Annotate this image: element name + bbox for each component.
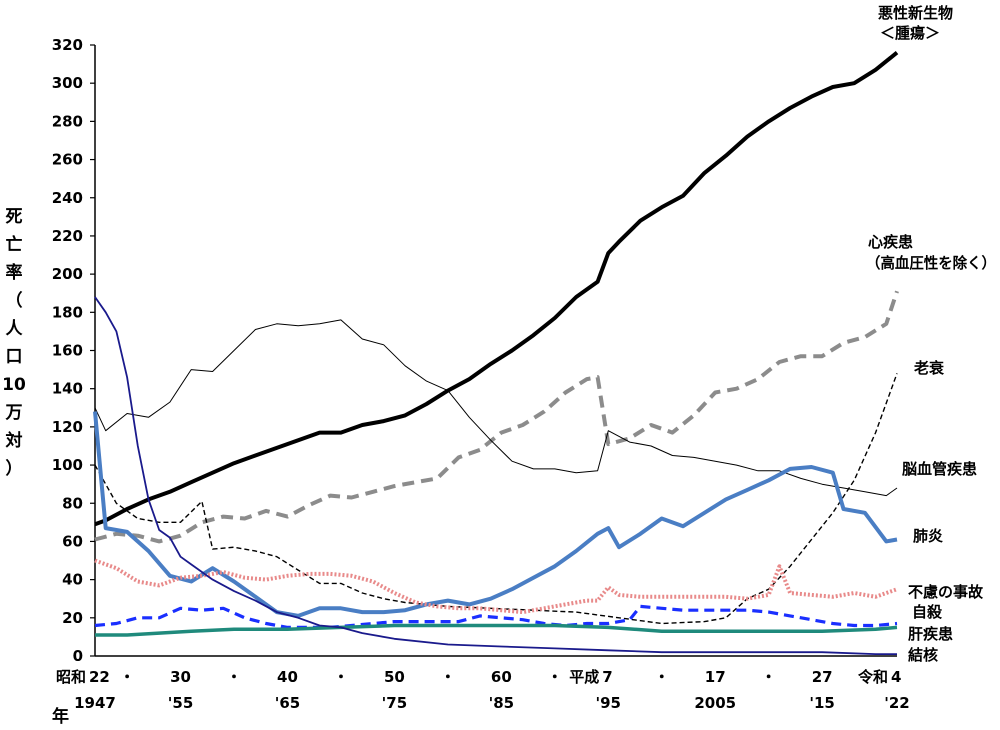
y-axis-title-char: ） xyxy=(6,458,23,479)
x-tick-label: 50 xyxy=(384,668,405,686)
y-axis-title-char: 対 xyxy=(5,430,23,451)
y-tick-label: 180 xyxy=(52,303,83,321)
y-tick-label: 320 xyxy=(52,36,83,54)
y-tick-label: 20 xyxy=(62,609,83,627)
y-axis-title-char: （ xyxy=(6,290,23,311)
series-line-senility xyxy=(94,373,898,625)
label-malignant-line2: ＜腫瘍＞ xyxy=(880,24,940,42)
x-tick-year: '22 xyxy=(884,694,909,712)
series-line-accident xyxy=(94,558,898,615)
label-tb: 結核 xyxy=(908,646,938,664)
series-line-liver xyxy=(95,623,898,637)
x-tick-label: 30 xyxy=(170,668,191,686)
label-heart-line2: （高血圧性を除く） xyxy=(866,254,996,272)
x-tick-label: 40 xyxy=(277,668,298,686)
y-tick-label: 300 xyxy=(52,74,83,92)
label-malignant-line1: 悪性新生物 xyxy=(878,4,953,22)
series-line-tb xyxy=(94,296,897,655)
x-tick-year: '75 xyxy=(382,694,407,712)
label-senility: 老衰 xyxy=(913,359,945,377)
y-axis-title-char: 10 xyxy=(2,375,26,395)
y-axis-title: 死亡率 （ 人口 10 万対 ） xyxy=(2,207,26,479)
x-tick-era: 令和 xyxy=(858,668,888,686)
y-tick-label: 40 xyxy=(62,571,83,589)
x-tick-year: 1947 xyxy=(74,694,116,712)
series-line-stroke xyxy=(94,319,898,497)
y-axis-title-char: 万 xyxy=(5,403,23,423)
x-tick-era: 昭和 xyxy=(56,668,86,686)
y-tick-label: 280 xyxy=(52,112,83,130)
label-liver: 肝疾患 xyxy=(908,625,953,643)
x-tick-year: '85 xyxy=(489,694,514,712)
y-axis-title-char: 人 xyxy=(6,319,24,339)
x-tick-label: 22 xyxy=(89,668,110,686)
y-axis-title-char: 口 xyxy=(6,347,23,367)
y-axis-title-char: 死 xyxy=(6,207,23,227)
y-tick-label: 240 xyxy=(52,189,83,207)
x-tick-label: 7 xyxy=(602,668,612,686)
x-tick-label: ・ xyxy=(333,668,348,686)
y-tick-label: 220 xyxy=(52,227,83,245)
x-tick-label: 27 xyxy=(812,668,833,686)
y-axis: 0 20 40 60 80 100 120 140 160 180 200 220 240 260 280 3… xyxy=(52,36,96,665)
label-suicide: 自殺 xyxy=(912,603,943,621)
y-tick-label: 80 xyxy=(62,494,83,512)
x-tick-label: ・ xyxy=(120,668,135,686)
y-tick-label: 200 xyxy=(52,265,83,283)
x-tick-label: ・ xyxy=(440,668,455,686)
x-tick-year: '65 xyxy=(275,694,300,712)
series-line-pneumonia xyxy=(93,411,898,618)
label-pneumonia: 肺炎 xyxy=(913,527,943,545)
x-tick-label: ・ xyxy=(761,668,776,686)
x-tick-era: 平成 xyxy=(569,668,599,686)
x-axis-title: 年 xyxy=(52,706,69,727)
y-tick-label: 120 xyxy=(52,418,83,436)
x-tick-year: '15 xyxy=(809,694,834,712)
y-tick-label: 0 xyxy=(73,647,83,665)
label-stroke: 脳血管疾患 xyxy=(902,460,977,478)
x-tick-label: 4 xyxy=(891,668,901,686)
y-tick-label: 140 xyxy=(52,380,83,398)
x-tick-label: ・ xyxy=(654,668,669,686)
series-line-suicide xyxy=(94,604,898,629)
y-axis-title-char: 率 xyxy=(6,262,23,283)
x-tick-label: 17 xyxy=(705,668,726,686)
x-tick-label: ・ xyxy=(547,668,562,686)
label-accident: 不慮の事故 xyxy=(908,583,984,601)
series-line-malignant xyxy=(94,51,899,527)
series-line-heart xyxy=(94,290,899,544)
y-tick-label: 60 xyxy=(62,532,83,550)
x-tick-year: 2005 xyxy=(694,694,736,712)
label-heart-line1: 心疾患 xyxy=(868,233,913,251)
x-tick-year: '95 xyxy=(596,694,621,712)
y-tick-label: 100 xyxy=(52,456,83,474)
series-layer xyxy=(93,51,899,655)
y-tick-label: 160 xyxy=(52,342,83,360)
y-tick-label: 260 xyxy=(52,151,83,169)
x-tick-label: ・ xyxy=(227,668,242,686)
y-axis-title-char: 亡 xyxy=(6,234,23,255)
x-tick-label: 60 xyxy=(491,668,512,686)
x-tick-year: '55 xyxy=(168,694,193,712)
